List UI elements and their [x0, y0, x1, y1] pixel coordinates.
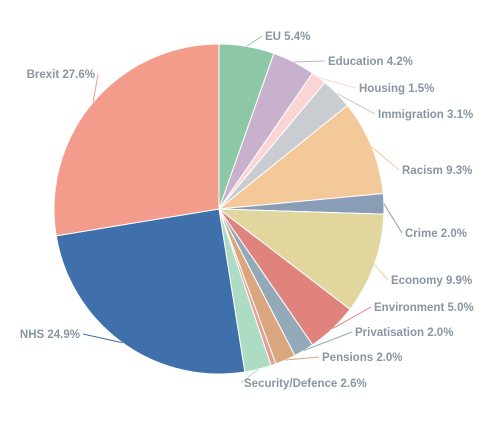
- label-housing: Housing 1.5%: [359, 83, 434, 95]
- label-economy: Economy 9.9%: [391, 275, 472, 287]
- leader-environment: [332, 306, 372, 330]
- leader-immigration: [336, 92, 376, 115]
- label-racism: Racism 9.3%: [402, 165, 472, 177]
- leader-education: [293, 60, 326, 63]
- label-pensions: Pensions 2.0%: [322, 352, 403, 364]
- leader-privatisation: [303, 331, 353, 351]
- slice-brexit: [53, 43, 220, 237]
- leader-eu: [246, 35, 263, 47]
- slice-nhs: [55, 208, 246, 375]
- label-education: Education 4.2%: [328, 56, 413, 68]
- leader-crime: [383, 203, 403, 234]
- pie-slices: [53, 43, 385, 375]
- label-privatisation: Privatisation 2.0%: [355, 327, 453, 339]
- leader-nhs: [82, 333, 123, 344]
- leader-pensions: [285, 356, 320, 361]
- leader-housing: [318, 77, 357, 89]
- label-crime: Crime 2.0%: [405, 228, 467, 240]
- leader-economy: [374, 264, 389, 281]
- label-nhs: NHS 24.9%: [20, 329, 80, 341]
- leader-brexit: [92, 73, 99, 103]
- label-brexit: Brexit 27.6%: [27, 69, 95, 81]
- label-environment: Environment 5.0%: [374, 302, 474, 314]
- leader-racism: [371, 146, 400, 171]
- label-security-defence: Security/Defence 2.6%: [244, 378, 367, 390]
- label-leader-lines: [82, 35, 403, 384]
- label-eu: EU 5.4%: [265, 31, 310, 43]
- leader-security-defence: [240, 368, 259, 384]
- label-immigration: Immigration 3.1%: [378, 109, 473, 121]
- slice-labels: EU 5.4% Education 4.2% Housing 1.5% Immigra…: [20, 31, 474, 390]
